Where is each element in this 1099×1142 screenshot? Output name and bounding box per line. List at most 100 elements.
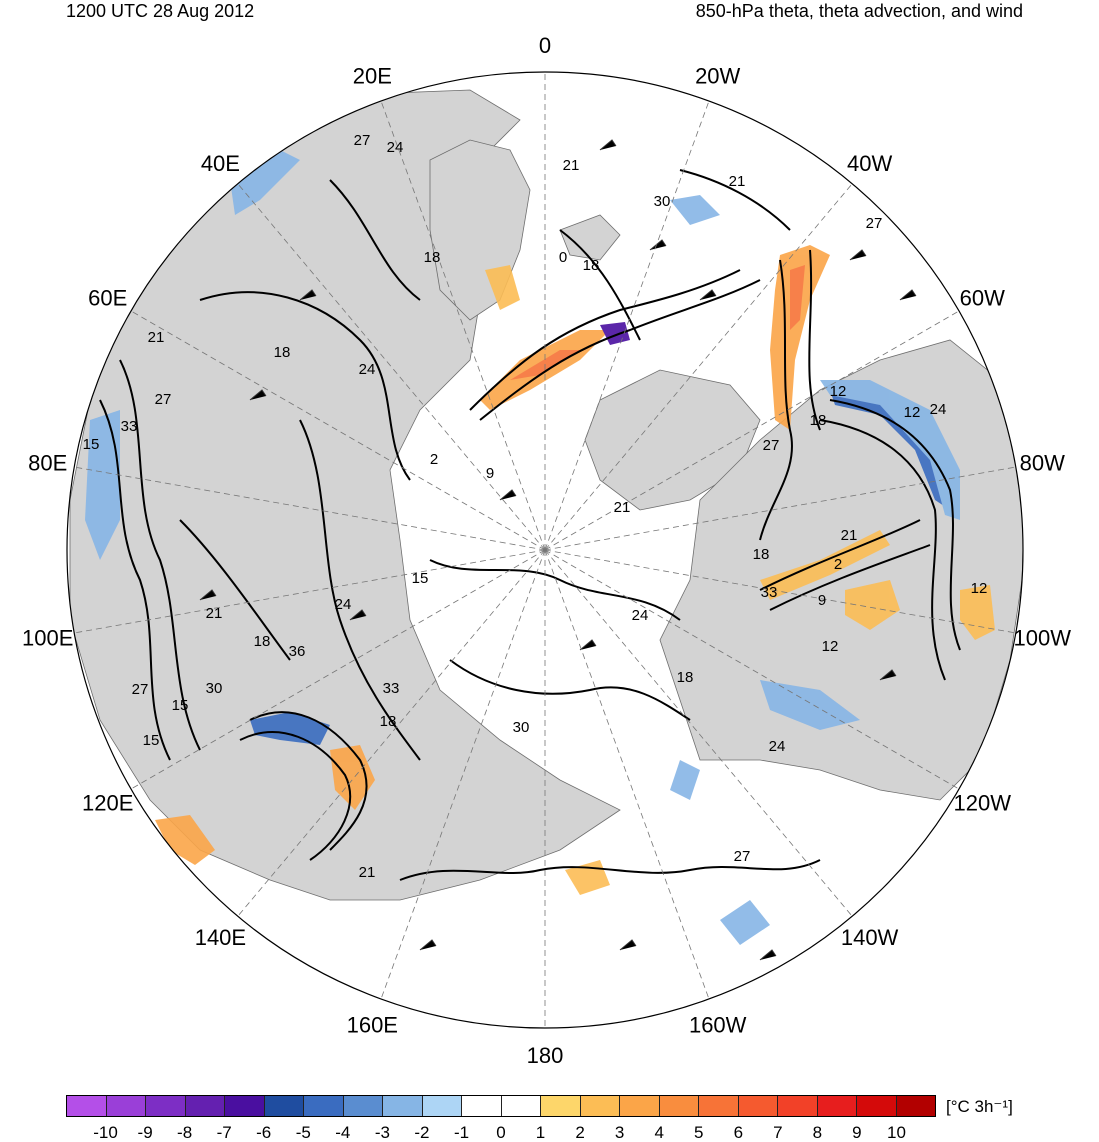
colorbar-cell <box>462 1096 502 1116</box>
cold-advection-patch <box>250 712 330 745</box>
theta-contour-label: 12 <box>904 404 921 421</box>
longitude-label: 100W <box>1014 626 1072 651</box>
colorbar-cell <box>620 1096 660 1116</box>
theta-contour-label: 9 <box>818 592 826 609</box>
colorbar-tick-label: -10 <box>93 1123 118 1142</box>
cold-advection-patch <box>720 900 770 945</box>
theta-contour-label: 18 <box>274 344 291 361</box>
longitude-label: 40W <box>847 151 892 176</box>
colorbar-cell <box>580 1096 620 1116</box>
contour-labels: 27 24 21 18 0 18 21 27 30 21 18 24 27 33 15 2 9 15 21 18 24 2… <box>83 132 988 881</box>
colorbar-tick-label: 3 <box>614 1123 625 1142</box>
colorbar-tick-label: 9 <box>852 1123 862 1142</box>
colorbar-tick-label: -4 <box>335 1123 351 1142</box>
theta-contour-label: 33 <box>761 584 778 601</box>
wind-barbs <box>199 139 917 961</box>
colorbar-tick-label: 4 <box>654 1123 664 1142</box>
theta-contour-label: 21 <box>563 157 580 174</box>
theta-contour-label: 24 <box>769 738 786 755</box>
colorbar-tick-label: 10 <box>887 1123 906 1142</box>
valid-time: 1200 UTC 28 Aug 2012 <box>66 1 255 21</box>
theta-contour-label: 24 <box>335 596 352 613</box>
theta-contour-label: 15 <box>143 732 160 749</box>
theta-contour-label: 27 <box>866 215 883 232</box>
longitude-label: 140E <box>195 925 246 950</box>
warm-advection-patch <box>960 585 995 640</box>
colorbar-tick-label: 7 <box>773 1123 783 1142</box>
longitude-label: 160E <box>347 1013 398 1038</box>
colorbar-cell <box>738 1096 778 1116</box>
warm-advection-patch <box>485 265 520 310</box>
theta-contour-label: 30 <box>206 680 223 697</box>
theta-contour-label: 30 <box>654 193 671 210</box>
colorbar-tick-label: -2 <box>414 1123 430 1142</box>
colorbar-tick-label: 6 <box>733 1123 744 1142</box>
cold-advection-patch <box>670 760 700 800</box>
theta-contour-label: 21 <box>206 605 223 622</box>
theta-contour-label: 24 <box>930 401 947 418</box>
longitude-label: 20E <box>353 64 392 89</box>
theta-contour-label: 21 <box>729 173 746 190</box>
theta-contour-label: 24 <box>359 361 376 378</box>
colorbar-tick-label: 5 <box>693 1123 704 1142</box>
theta-contour-label: 24 <box>387 139 404 156</box>
theta-contour-label: 18 <box>380 713 397 730</box>
theta-contour-label: 21 <box>148 329 165 346</box>
colorbar-tick-label: 0 <box>496 1123 506 1142</box>
theta-contour-label: 2 <box>834 556 842 573</box>
colorbar-tick-label: -5 <box>295 1123 311 1142</box>
warm-advection-patch <box>845 580 900 630</box>
cold-advection-patch <box>820 380 960 520</box>
theta-contour-label: 15 <box>83 436 100 453</box>
cold-advection-patch <box>230 150 300 215</box>
colorbar-tick-label: -3 <box>374 1123 390 1142</box>
colorbar-tick-labels: -10 -9 -8 -7 -6 -5 -4 -3 -2 -1 0 1 2 3 4 5 6 7 8 9 10 <box>66 1124 936 1142</box>
theta-contour-label: 27 <box>763 437 780 454</box>
longitude-label: 60W <box>960 286 1005 311</box>
longitude-labels: 020W40W60W80W100W120W140W160W180160E140E… <box>22 33 1071 1068</box>
theta-contour-label: 12 <box>822 638 839 655</box>
map-title: 850-hPa theta, theta advection, and wind <box>695 1 1023 21</box>
theta-contour-label: 18 <box>753 546 770 563</box>
theta-contour-label: 18 <box>424 249 441 266</box>
colorbar-cell <box>422 1096 462 1116</box>
colorbar-cell <box>778 1096 818 1116</box>
colorbar-cell <box>185 1096 225 1116</box>
theta-contour-label: 15 <box>412 570 429 587</box>
longitude-label: 120E <box>82 791 133 816</box>
colorbar-tick-label: 8 <box>812 1123 823 1142</box>
colorbar-tick-label: -6 <box>256 1123 272 1142</box>
longitude-label: 80E <box>28 450 67 475</box>
colorbar-cell <box>146 1096 186 1116</box>
colorbar-cell <box>304 1096 344 1116</box>
cold-advection-patch <box>85 410 120 560</box>
colorbar-cell <box>659 1096 699 1116</box>
theta-contour-label: 27 <box>132 681 149 698</box>
theta-contour-label: 9 <box>486 465 494 482</box>
longitude-label: 0 <box>539 33 551 58</box>
colorbar <box>66 1095 936 1117</box>
colorbar-cell <box>896 1096 935 1116</box>
theta-contour-label: 18 <box>583 257 600 274</box>
theta-contour-label: 21 <box>614 499 631 516</box>
colorbar-cell <box>817 1096 857 1116</box>
colorbar-cell <box>501 1096 541 1116</box>
longitude-label: 40E <box>201 151 240 176</box>
colorbar-cell <box>383 1096 423 1116</box>
theta-contour-label: 27 <box>734 848 751 865</box>
theta-contour-label: 12 <box>830 383 847 400</box>
theta-contour-label: 21 <box>841 527 858 544</box>
colorbar-tick-label: -1 <box>453 1123 470 1142</box>
colorbar-cell <box>67 1096 107 1116</box>
warm-advection-patch <box>155 815 215 865</box>
colorbar-tick-label: -7 <box>216 1123 232 1142</box>
colorbar-cell <box>541 1096 581 1116</box>
longitude-label: 80W <box>1020 450 1065 475</box>
longitude-label: 20W <box>695 64 740 89</box>
theta-contour-label: 21 <box>359 864 376 881</box>
theta-contour-label: 33 <box>383 680 400 697</box>
colorbar-tick-label: -8 <box>177 1123 193 1142</box>
theta-contour-label: 27 <box>155 391 172 408</box>
theta-contour-label: 24 <box>632 607 649 624</box>
colorbar-cell <box>857 1096 897 1116</box>
